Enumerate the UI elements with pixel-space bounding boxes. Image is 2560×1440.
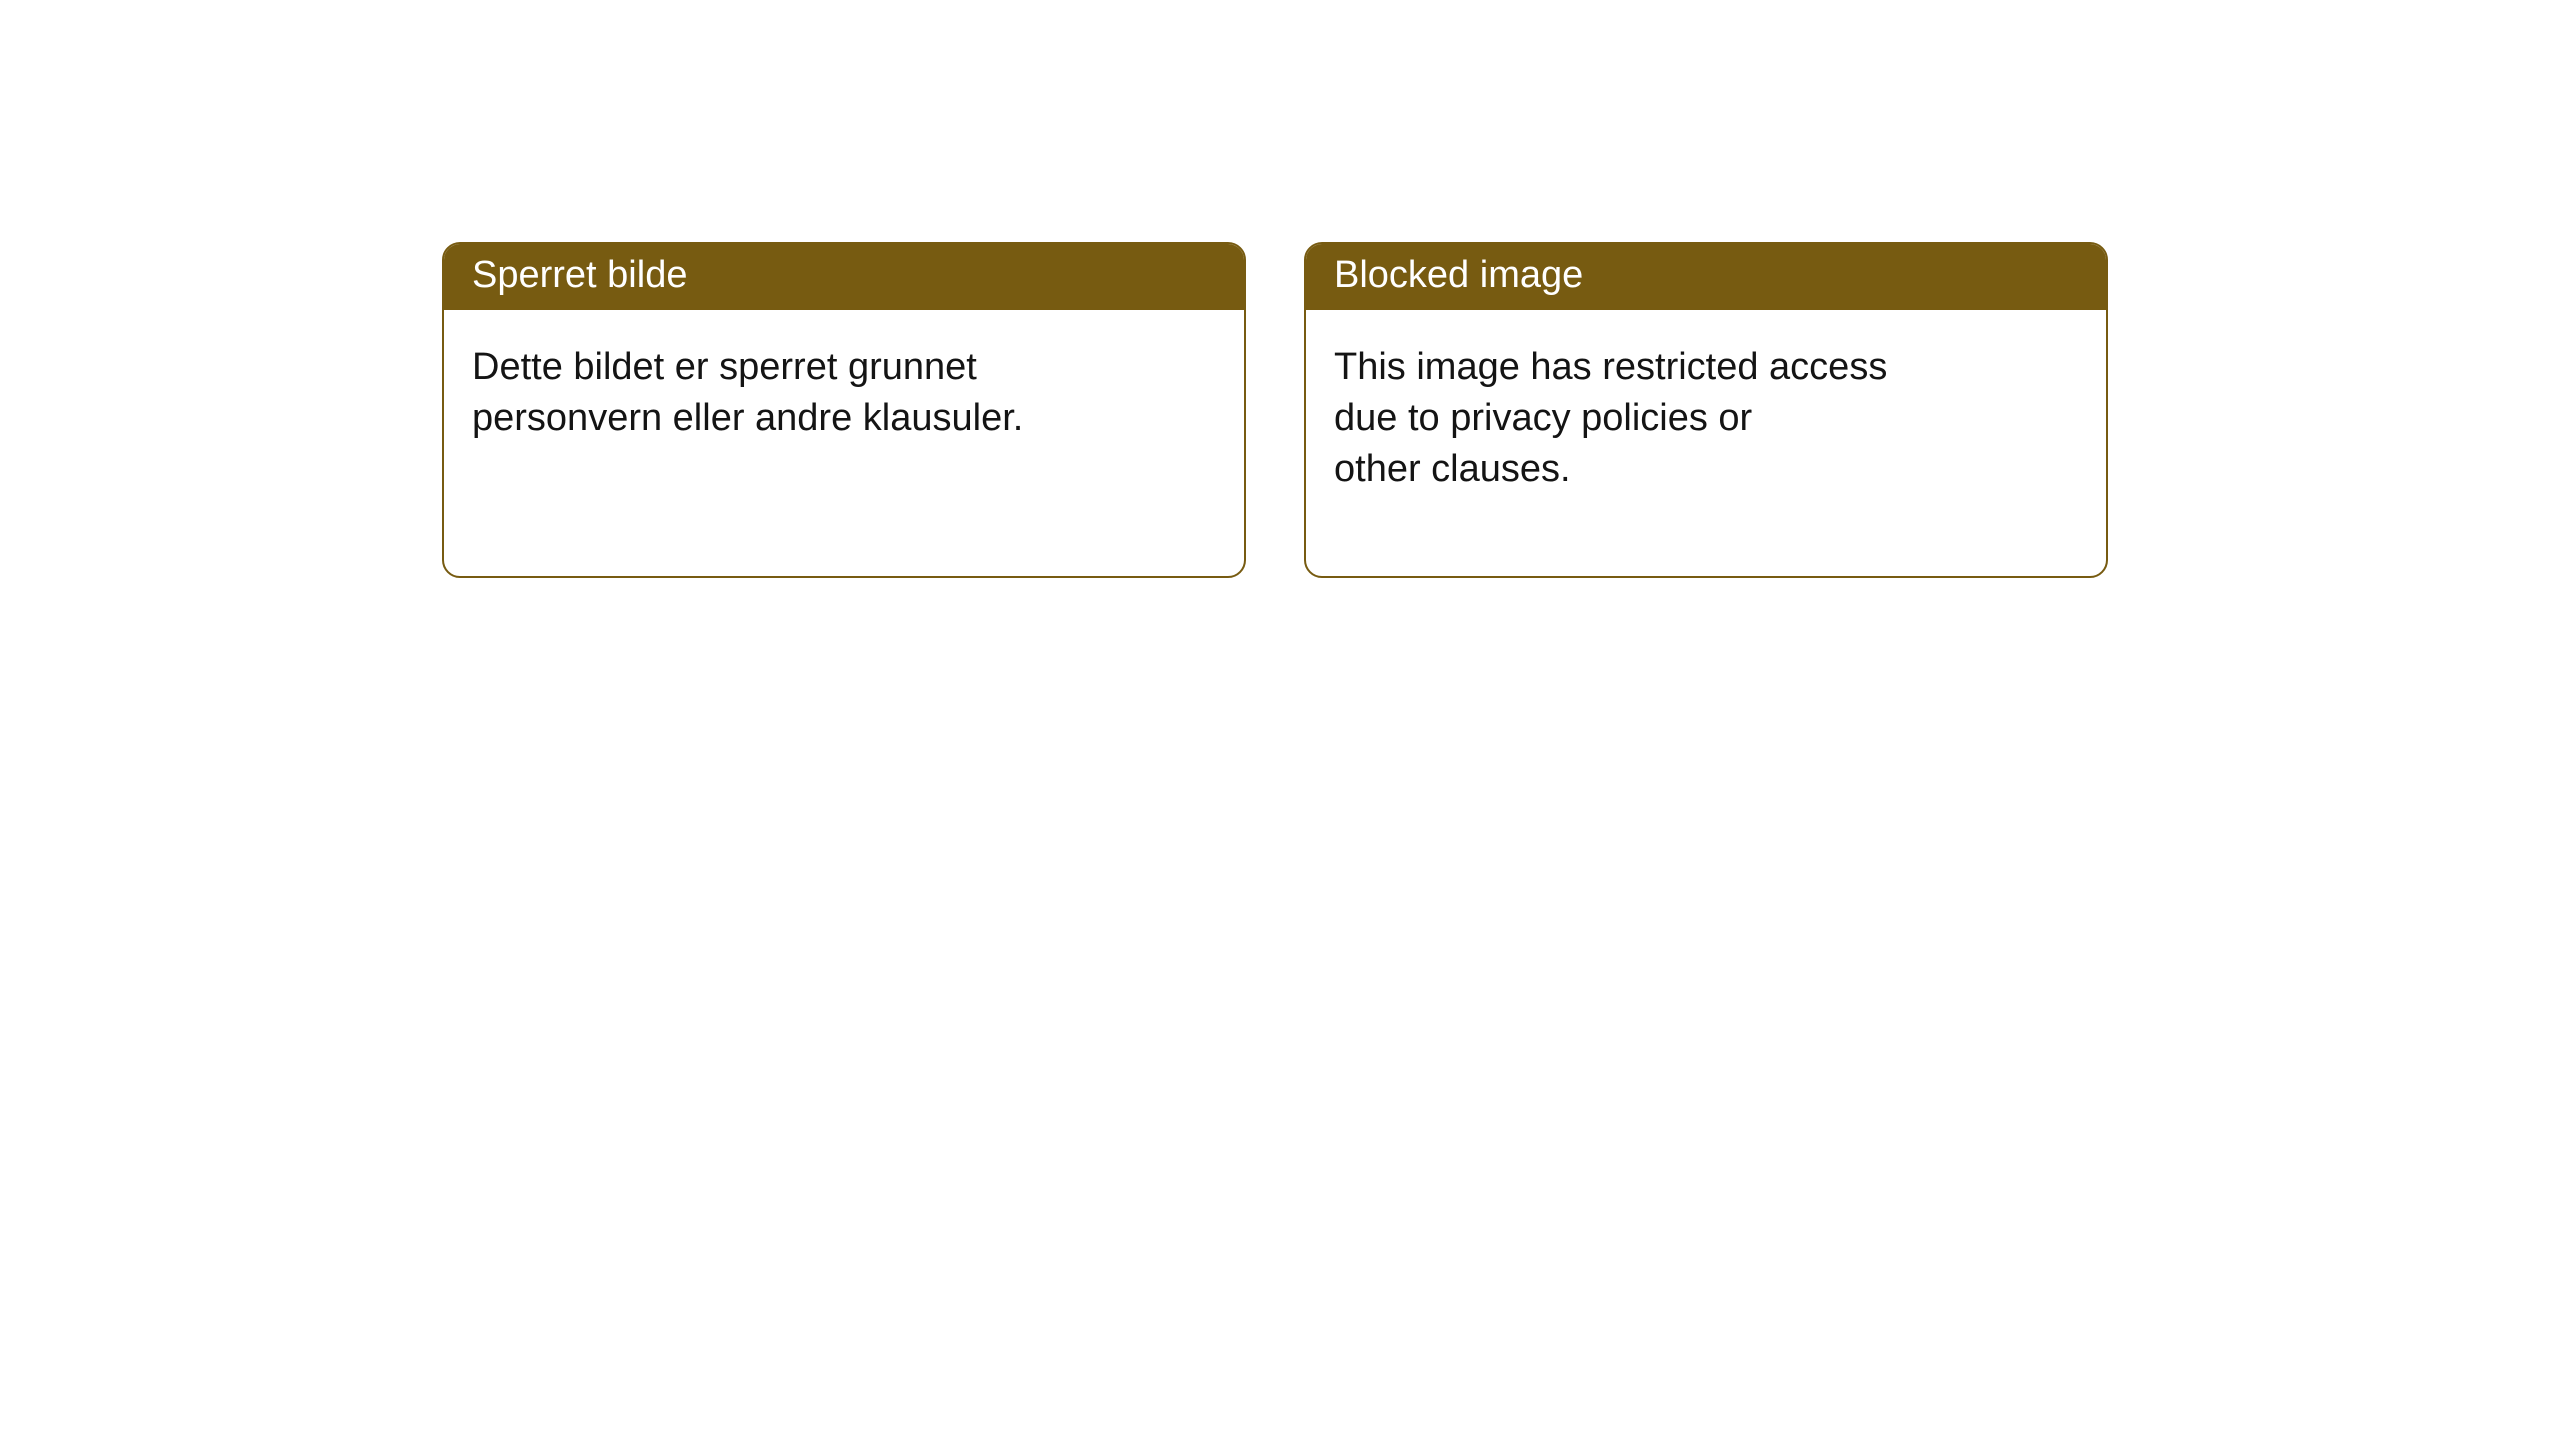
- notice-card-en: Blocked image This image has restricted …: [1304, 242, 2108, 578]
- notice-card-body-no: Dette bildet er sperret grunnet personve…: [444, 310, 1244, 525]
- notice-card-title-no: Sperret bilde: [444, 244, 1244, 310]
- notice-card-no: Sperret bilde Dette bildet er sperret gr…: [442, 242, 1246, 578]
- notice-card-body-en: This image has restricted access due to …: [1306, 310, 2106, 576]
- notice-card-title-en: Blocked image: [1306, 244, 2106, 310]
- notice-cards-row: Sperret bilde Dette bildet er sperret gr…: [442, 242, 2108, 578]
